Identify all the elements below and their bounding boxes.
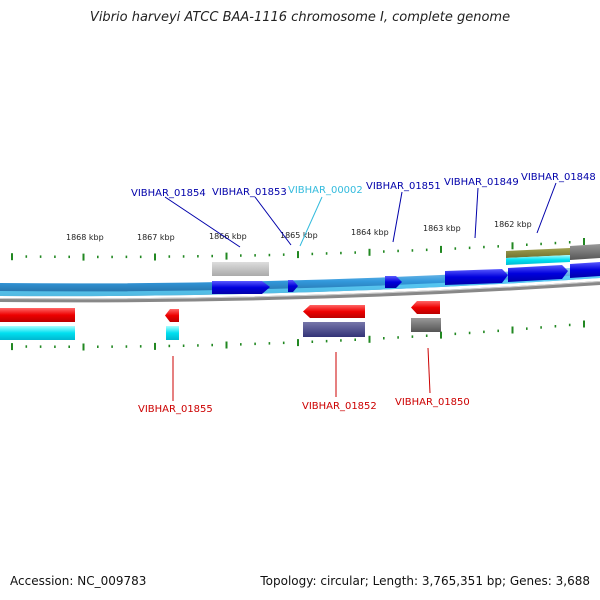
gene-forward-edge — [570, 262, 600, 278]
genome-summary: Topology: circular; Length: 3,765,351 bp… — [260, 574, 590, 588]
feature-dark-reverse — [411, 318, 441, 332]
feature-dark-block — [570, 244, 600, 260]
feature-cyan-block — [506, 255, 570, 265]
backbone-band-highlight — [0, 274, 600, 297]
gene-VIBHAR_01851-shape[interactable] — [385, 276, 402, 288]
gene-VIBHAR_01855-left — [0, 308, 75, 322]
gene-label[interactable]: VIBHAR_01851 — [366, 181, 441, 192]
gene-label[interactable]: VIBHAR_01854 — [131, 188, 206, 199]
feature-cyan-small — [166, 326, 179, 340]
gene-label[interactable]: VIBHAR_00002 — [288, 185, 363, 196]
ruler-label: 1865 kbp — [280, 231, 318, 240]
leader-VIBHAR_01853 — [254, 196, 292, 246]
leader-VIBHAR_01848 — [536, 182, 557, 234]
genome-title: Vibrio harveyi ATCC BAA-1116 chromosome … — [89, 10, 511, 25]
feature-cyan-reverse — [0, 326, 75, 340]
gene-VIBHAR_01852-shape[interactable] — [303, 305, 365, 318]
leader-VIBHAR_01850 — [427, 347, 431, 394]
feature-grey-block — [212, 262, 269, 276]
ruler-label: 1862 kbp — [494, 220, 532, 229]
gene-VIBHAR_01848-shape[interactable] — [508, 265, 568, 282]
ruler-label: 1864 kbp — [351, 228, 389, 237]
gene-VIBHAR_00002-shape[interactable] — [288, 280, 298, 292]
chromosome-line-highlight — [0, 281, 600, 300]
leader-VIBHAR_01854 — [164, 196, 241, 248]
gene-label[interactable]: VIBHAR_01849 — [444, 177, 519, 188]
gene-label[interactable]: VIBHAR_01850 — [395, 397, 470, 408]
gene-label[interactable]: VIBHAR_01852 — [302, 401, 377, 412]
gene-VIBHAR_01850-shape[interactable] — [411, 301, 440, 314]
feature-olive-block — [506, 248, 570, 258]
feature-purple-block — [303, 322, 365, 337]
tick-row-bottom — [11, 320, 585, 351]
accession-text: Accession: NC_009783 — [10, 574, 147, 588]
gene-label[interactable]: VIBHAR_01848 — [521, 172, 596, 183]
gene-label[interactable]: VIBHAR_01855 — [138, 404, 213, 415]
ruler-label: 1863 kbp — [423, 224, 461, 233]
gene-VIBHAR_01855-shape[interactable] — [165, 309, 179, 322]
leader-VIBHAR_01851 — [392, 191, 403, 243]
tick-row-top — [11, 238, 585, 261]
gene-label[interactable]: VIBHAR_01853 — [212, 187, 287, 198]
leader-VIBHAR_00002 — [299, 196, 323, 247]
gene-VIBHAR_01853-shape[interactable] — [212, 281, 270, 294]
chromosome-line — [0, 281, 600, 303]
backbone-band — [0, 266, 600, 297]
gene-VIBHAR_01849-shape[interactable] — [445, 269, 508, 285]
leader-VIBHAR_01849 — [474, 187, 479, 239]
ruler-label: 1868 kbp — [66, 233, 104, 242]
ruler-label: 1866 kbp — [209, 232, 247, 241]
ruler-label: 1867 kbp — [137, 233, 175, 242]
